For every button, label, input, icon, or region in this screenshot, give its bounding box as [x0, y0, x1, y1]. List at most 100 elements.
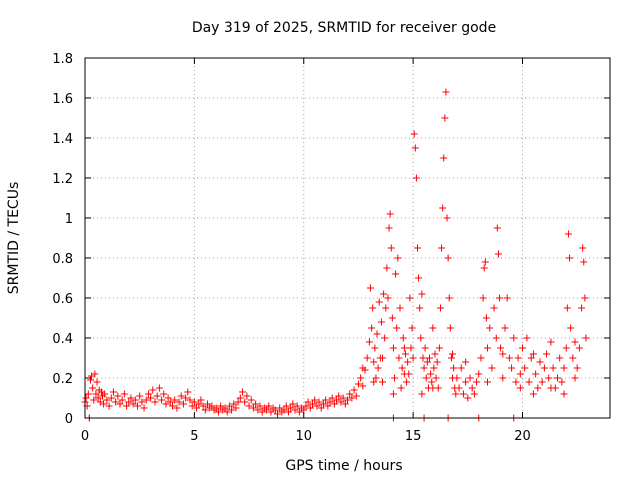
- data-point: [136, 392, 144, 400]
- data-point: [274, 410, 281, 418]
- data-point: [545, 374, 553, 382]
- data-point: [488, 364, 496, 372]
- data-point: [410, 130, 418, 138]
- data-point: [197, 396, 205, 404]
- data-point: [444, 254, 452, 262]
- data-point: [397, 384, 405, 392]
- data-point: [155, 384, 163, 392]
- data-point: [479, 294, 487, 302]
- data-point: [267, 408, 275, 416]
- data-point: [525, 378, 533, 386]
- data-point: [204, 400, 211, 408]
- data-point: [134, 402, 141, 410]
- data-point: [563, 304, 571, 312]
- x-tick-label: 15: [405, 429, 422, 444]
- data-point: [395, 354, 403, 362]
- data-point: [107, 394, 115, 402]
- data-point: [302, 402, 310, 410]
- data-point: [480, 264, 488, 272]
- data-point: [439, 204, 447, 212]
- data-point: [388, 314, 396, 322]
- data-point: [401, 350, 409, 358]
- data-point: [581, 294, 589, 302]
- data-point: [371, 344, 379, 352]
- data-point: [120, 390, 128, 398]
- data-point: [514, 354, 522, 362]
- y-tick-label: 1.2: [52, 172, 73, 187]
- data-point: [556, 354, 564, 362]
- data-point: [398, 364, 406, 372]
- data-point: [177, 392, 185, 400]
- data-point: [232, 404, 240, 412]
- data-point: [578, 304, 586, 312]
- data-point: [309, 400, 316, 408]
- data-point: [512, 378, 520, 386]
- data-point: [432, 374, 440, 382]
- y-tick-label: 1.6: [52, 92, 73, 107]
- data-point: [470, 390, 478, 398]
- data-point: [415, 274, 423, 282]
- data-point: [505, 354, 513, 362]
- data-point: [304, 398, 312, 406]
- data-point: [462, 378, 470, 386]
- data-point: [566, 254, 574, 262]
- data-point: [101, 390, 109, 398]
- data-point: [516, 384, 524, 392]
- data-point: [554, 374, 561, 382]
- data-point: [421, 344, 429, 352]
- data-point: [433, 358, 441, 366]
- data-point: [359, 382, 367, 390]
- data-point: [370, 358, 378, 366]
- data-point: [249, 404, 257, 412]
- data-point: [571, 338, 579, 346]
- data-point: [462, 358, 470, 366]
- data-point: [473, 378, 481, 386]
- data-point: [317, 404, 325, 412]
- data-point: [426, 354, 434, 362]
- data-point: [254, 406, 262, 414]
- data-point: [190, 398, 198, 406]
- data-point: [313, 402, 321, 410]
- data-point: [427, 370, 435, 378]
- data-point: [116, 400, 124, 408]
- data-point: [239, 388, 246, 396]
- data-point: [436, 304, 444, 312]
- data-point: [247, 396, 255, 404]
- data-point: [328, 394, 336, 402]
- data-point: [383, 264, 391, 272]
- data-point: [129, 400, 137, 408]
- data-point: [91, 370, 99, 378]
- data-point: [457, 364, 465, 372]
- data-point: [293, 402, 301, 410]
- data-point: [225, 402, 233, 410]
- data-point: [549, 364, 557, 372]
- data-point: [315, 398, 323, 406]
- data-point: [153, 392, 161, 400]
- data-point: [418, 390, 426, 398]
- data-point: [503, 294, 511, 302]
- y-axis-label: SRMTID / TECUs: [6, 182, 22, 295]
- data-point: [430, 364, 438, 372]
- data-point: [258, 408, 266, 416]
- data-point: [333, 396, 341, 404]
- data-point: [516, 370, 524, 378]
- data-point: [450, 364, 458, 372]
- data-point: [389, 344, 397, 352]
- data-point: [493, 224, 501, 232]
- data-point: [521, 364, 529, 372]
- data-point: [103, 396, 111, 404]
- data-point: [341, 400, 349, 408]
- data-point: [223, 408, 231, 416]
- data-point: [409, 354, 417, 362]
- data-point: [571, 374, 579, 382]
- x-tick-label: 10: [295, 429, 312, 444]
- data-point: [280, 406, 288, 414]
- data-point: [271, 406, 279, 414]
- data-point: [496, 294, 504, 302]
- data-point: [455, 384, 463, 392]
- data-point: [363, 354, 371, 362]
- y-tick-label: 1.4: [52, 132, 73, 147]
- data-point: [92, 390, 100, 398]
- data-point: [357, 374, 365, 382]
